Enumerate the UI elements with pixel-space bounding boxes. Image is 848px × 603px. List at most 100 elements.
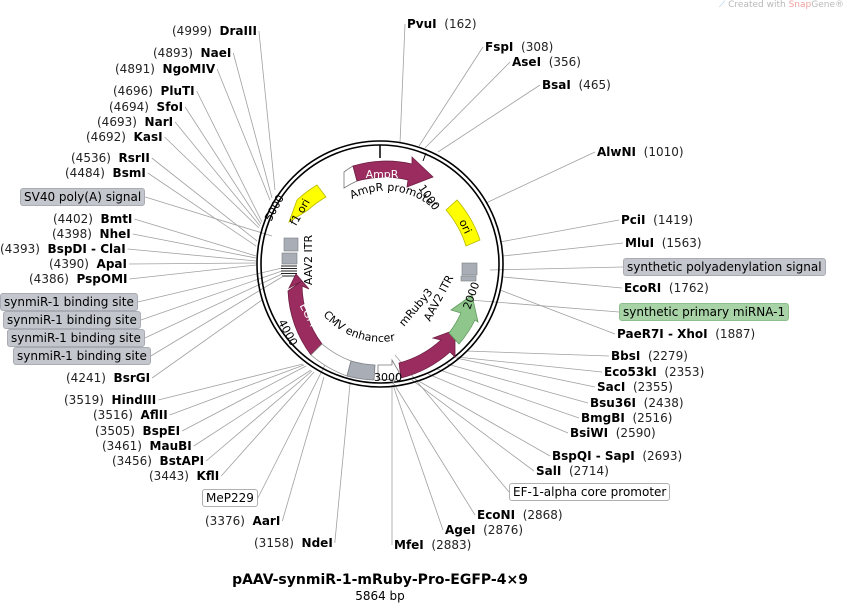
tick-label: 5000 [262,193,287,224]
restriction-site-label[interactable]: MluI (1563) [625,236,702,250]
leader-line [184,106,262,225]
restriction-site-label[interactable]: (3519) HindIII [64,393,156,407]
ori-box[interactable] [445,199,481,247]
site-position: (4402) [53,212,93,226]
enzyme-name: NheI [99,227,131,241]
restriction-site-label[interactable]: BbsI (2279) [611,349,688,363]
restriction-site-label[interactable]: (3443) KflI [149,469,219,483]
site-position: (4386) [29,272,69,286]
restriction-site-label[interactable]: (4891) NgoMIV [115,62,215,76]
restriction-site-label[interactable]: (3158) NdeI [254,536,333,550]
site-position: (2355) [632,380,673,394]
enzyme-name: AgeI [445,523,476,537]
restriction-site-label[interactable]: (4694) SfoI [109,100,183,114]
leader-line [446,363,589,404]
ampr-arrow[interactable] [352,156,434,188]
restriction-site-label[interactable]: BmgBI (2516) [581,411,672,425]
restriction-site-label[interactable]: FspI (308) [485,40,553,54]
restriction-site-label[interactable]: EcoNI (2868) [477,508,563,522]
synthetic-mirna-arrow[interactable] [448,294,479,345]
restriction-site-label[interactable]: (3461) MauBI [102,439,192,453]
site-position: (1010) [643,145,684,159]
leader-line [469,299,620,313]
restriction-site-label[interactable]: (4999) DraIII [172,24,257,38]
leader-line [465,350,610,357]
leader-line [220,371,315,477]
site-position: (3461) [102,439,142,453]
restriction-site-label[interactable]: PaeR7I - XhoI (1887) [617,327,755,341]
leader-line [393,383,476,516]
restriction-site-label[interactable]: BspQI - SapI (2693) [552,449,682,463]
feature-label[interactable]: synthetic polyadenylation signal [623,258,826,276]
restriction-site-label[interactable]: (4693) NarI [97,115,173,129]
leader-line [427,373,569,434]
restriction-site-label[interactable]: Bsu36I (2438) [590,396,684,410]
restriction-site-label[interactable]: PciI (1419) [621,213,693,227]
restriction-site-label[interactable]: PvuI (162) [407,17,477,31]
f1-ori-box[interactable] [288,184,327,223]
leader-line [424,61,511,149]
restriction-site-label[interactable]: MfeI (2883) [394,538,471,552]
enzyme-name: MfeI [394,538,424,552]
leader-line [418,46,484,147]
restriction-site-label[interactable]: EcoRI (1762) [624,281,709,295]
enzyme-name: KflI [196,469,220,483]
site-position: (308) [521,40,554,54]
enzyme-name: BsmI [112,166,146,180]
restriction-site-label[interactable]: (4402) BmtI [53,212,132,226]
leader-line [489,266,624,271]
restriction-site-label[interactable]: (3456) BstAPI [112,454,204,468]
leader-line [456,356,603,373]
watermark-brand-gene: Gene [811,0,835,10]
restriction-site-label[interactable]: SalI (2714) [536,464,609,478]
restriction-site-label[interactable]: (4386) PspOMI [29,272,127,286]
site-position: (4692) [86,130,126,144]
restriction-site-label[interactable]: AseI (356) [512,55,581,69]
restriction-site-label[interactable]: AgeI (2876) [445,523,523,537]
leader-line [127,248,257,262]
restriction-site-label[interactable]: Eco53kI (2353) [604,365,704,379]
feature-label[interactable]: synmiR-1 binding site [0,293,138,311]
site-position: (2279) [647,349,688,363]
restriction-site-label[interactable]: (4893) NaeI [153,46,231,60]
feature-label[interactable]: synmiR-1 binding site [13,347,151,365]
site-position: (3456) [112,454,152,468]
enzyme-name: MluI [625,236,655,250]
restriction-site-label[interactable]: (4696) PluTI [113,84,195,98]
leader-line [144,273,283,339]
site-position: (356) [548,55,581,69]
restriction-site-label[interactable]: (4398) NheI [52,227,131,241]
restriction-site-label[interactable]: (3505) BspEI [95,424,180,438]
leader-line [129,264,257,280]
restriction-site-label[interactable]: (4393) BspDI - ClaI [0,242,126,256]
restriction-site-label[interactable]: BsaI (465) [542,78,611,92]
cmv-enhancer-box [346,360,376,381]
left-itr-block-2 [281,252,298,265]
feature-label[interactable]: synmiR-1 binding site [7,329,145,347]
leader-line [411,379,535,472]
mruby3-arrow[interactable] [398,329,456,379]
site-position: (4694) [109,100,149,114]
right-itr-block-2 [460,275,477,282]
enzyme-name: PvuI [407,17,437,31]
restriction-site-label[interactable]: (4241) BsrGI [66,371,150,385]
feature-label[interactable]: SV40 poly(A) signal [20,188,146,206]
feature-label[interactable]: EF-1-alpha core promoter [509,483,671,501]
feature-label[interactable]: MeP229 [202,489,258,507]
restriction-site-label[interactable]: SacI (2355) [597,380,673,394]
leader-line [205,370,313,462]
feature-label[interactable]: synthetic primary miRNA-1 [619,303,790,321]
restriction-site-label[interactable]: (4692) KasI [86,130,163,144]
site-position: (162) [444,17,477,31]
restriction-site-label[interactable]: (4536) RsrII [71,151,150,165]
restriction-site-label[interactable]: AlwNI (1010) [597,145,684,159]
ampr-label: AmpR [366,168,399,181]
watermark-prefix: Created with [728,0,789,10]
feature-label[interactable]: synmiR-1 binding site [3,311,141,329]
enzyme-name: NarI [144,115,174,129]
restriction-site-label[interactable]: (3516) AflII [93,408,168,422]
restriction-site-label[interactable]: (4390) ApaI [49,257,127,271]
restriction-site-label[interactable]: (4484) BsmI [65,166,146,180]
restriction-site-label[interactable]: BsiWI (2590) [570,426,656,440]
restriction-site-label[interactable]: (3376) AarI [205,514,280,528]
